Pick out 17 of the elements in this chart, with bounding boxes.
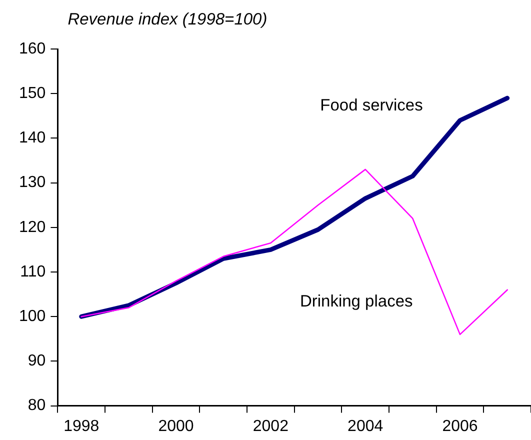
y-tick-label: 80 (28, 397, 46, 414)
y-tick-label: 90 (28, 352, 46, 370)
x-tick-label: 2004 (348, 418, 384, 435)
y-tick-label: 160 (18, 40, 46, 58)
x-tick-label: 2000 (158, 418, 194, 435)
y-tick-label: 100 (18, 308, 46, 326)
x-tick-label: 2006 (442, 418, 478, 435)
y-tick-label: 110 (20, 263, 46, 280)
y-tick-label: 120 (18, 218, 46, 236)
y-tick-label: 130 (18, 174, 46, 192)
series-label: Drinking places (300, 292, 413, 311)
y-tick-label: 140 (18, 130, 46, 147)
x-tick-label: 2002 (252, 418, 289, 435)
y-axis-title: Revenue index (1998=100) (68, 10, 268, 29)
x-tick-label: 1998 (64, 418, 100, 435)
series-label: Food services (320, 96, 423, 115)
y-tick-label: 150 (18, 85, 46, 102)
